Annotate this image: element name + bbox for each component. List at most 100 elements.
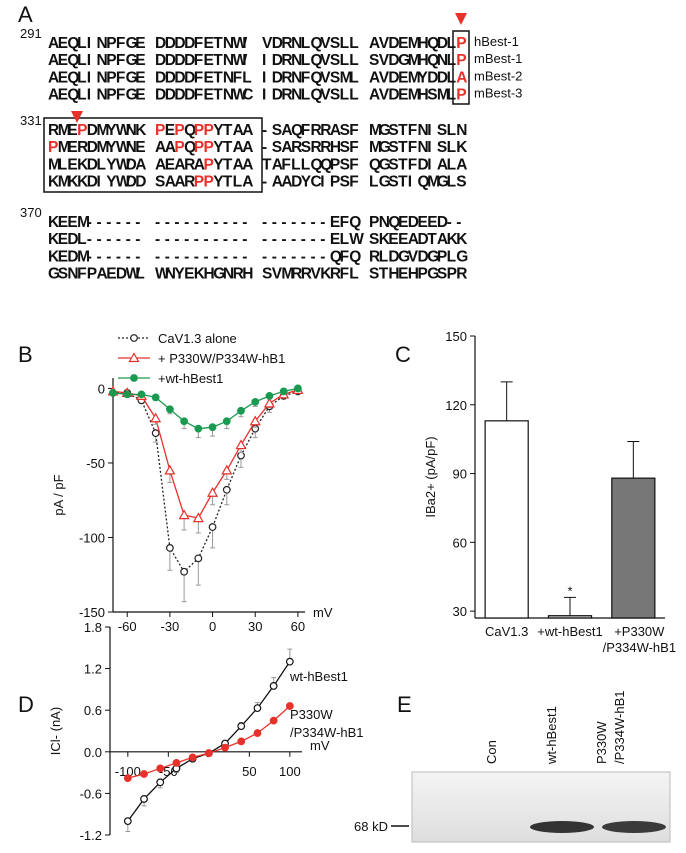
marker xyxy=(237,722,246,731)
marker xyxy=(269,682,278,690)
sequence: AEQLI NPFGE DDDDFETNWI VDRNLQVSLL AVDEMHQDLP xyxy=(48,35,467,52)
x-axis-label: mV xyxy=(310,738,330,753)
band xyxy=(602,821,666,833)
marker xyxy=(194,424,203,433)
marker xyxy=(222,485,231,494)
marker xyxy=(293,384,302,393)
error-bar xyxy=(564,596,576,616)
annotation: /P334W-hB1 xyxy=(290,725,363,740)
legend-label: CaV1.3 alone xyxy=(158,331,237,346)
legend-marker xyxy=(130,334,138,342)
sequence: AEQLI NPFGE DDDDFETNWC I DRNLQVSLL AVDEMHSMLP xyxy=(48,87,467,104)
legend-marker xyxy=(130,374,138,382)
legend-marker xyxy=(128,352,140,363)
panel-label: C xyxy=(395,342,411,367)
marker xyxy=(151,393,160,402)
marker xyxy=(178,509,190,520)
marker xyxy=(265,391,274,400)
arrow xyxy=(71,111,83,123)
sequence: AEQLI NPFGE DDDDFETNWI I DRNLQVSLL SVDGMHQNLP xyxy=(48,52,467,69)
marker xyxy=(285,702,294,710)
y-axis-label: IBa2+ (pA/pF) xyxy=(423,436,438,517)
marker xyxy=(151,429,160,438)
marker xyxy=(165,405,174,414)
y-axis-label: pA / pF xyxy=(51,474,66,515)
sequence: MLEKDLYWDA AEARAPYTAA TAFLLQQPSF QGSTFDI ALA xyxy=(48,156,468,173)
species-label: hBest-1 xyxy=(474,34,519,49)
species-label: mBest-1 xyxy=(474,51,522,66)
x-tick-label: 60 xyxy=(291,619,305,634)
sequence: PMERDMYWNE AAPQPPYTAA - SARSRRHSF MGSTFNI SLK xyxy=(48,139,468,156)
y-tick-label: 0.6 xyxy=(84,703,102,718)
y-axis-label: ICl- (nA) xyxy=(48,707,63,755)
error-bar xyxy=(627,440,640,479)
x-axis-label: mV xyxy=(313,605,333,620)
x-tick-label: -60 xyxy=(118,619,137,634)
error-bar xyxy=(500,381,513,421)
blot-marker: 68 kD xyxy=(354,819,388,834)
marker xyxy=(208,423,217,432)
marker xyxy=(150,412,162,423)
x-tick-label: -100 xyxy=(115,764,141,779)
residue-number: 331 xyxy=(20,113,42,128)
marker xyxy=(188,753,197,762)
marker xyxy=(180,417,189,426)
x-tick-label: -30 xyxy=(160,619,179,634)
x-tick-label: CaV1.3 xyxy=(485,624,528,639)
marker xyxy=(253,704,262,713)
y-tick-label: -0.6 xyxy=(80,786,102,801)
annotation: P330W xyxy=(290,707,333,722)
marker xyxy=(253,729,262,737)
marker xyxy=(137,390,146,399)
y-tick-label: 150 xyxy=(445,329,467,344)
y-tick-label: 30 xyxy=(453,604,467,619)
marker xyxy=(221,743,229,752)
marker xyxy=(251,397,260,406)
y-tick-label: -100 xyxy=(79,530,105,545)
marker xyxy=(123,390,132,399)
lane-label: wt-hBest1 xyxy=(544,706,559,765)
marker xyxy=(180,567,189,576)
y-tick-label: 60 xyxy=(453,535,467,550)
marker xyxy=(140,795,148,803)
y-tick-label: 1.2 xyxy=(84,662,102,677)
sequence: RMEPDMYWNK PEPQPPYTAA - SAQFRRASF MGSTFNI SLN xyxy=(48,122,468,139)
panel-label: D xyxy=(18,692,34,717)
marker xyxy=(285,657,294,666)
lane-label: Con xyxy=(484,740,499,764)
series-line xyxy=(127,705,291,779)
x-tick-label: +P330W/P334W-hB1 xyxy=(603,624,676,655)
y-tick-label: -50 xyxy=(86,456,105,471)
marker xyxy=(263,397,275,408)
marker xyxy=(222,417,231,426)
annotation: * xyxy=(567,583,572,598)
marker xyxy=(164,464,176,475)
marker xyxy=(237,737,246,746)
residue-number: 291 xyxy=(20,26,42,41)
panel-label: A xyxy=(18,2,33,27)
marker xyxy=(249,415,261,426)
bar xyxy=(547,615,593,619)
box xyxy=(452,30,470,105)
marker xyxy=(207,487,219,497)
marker xyxy=(237,451,245,460)
marker xyxy=(172,758,181,767)
x-tick-label: +wt-hBest1 xyxy=(537,624,602,639)
marker xyxy=(123,774,132,783)
bar xyxy=(611,477,656,619)
marker xyxy=(109,389,117,397)
legend-label: +wt-hBest1 xyxy=(158,371,223,386)
marker xyxy=(204,749,213,758)
error-bar xyxy=(195,558,201,586)
marker xyxy=(208,523,217,531)
marker xyxy=(156,778,165,787)
residue-number: 370 xyxy=(20,205,42,220)
box xyxy=(43,117,263,193)
marker xyxy=(235,439,247,450)
legend-label: + P330W/P334W-hB1 xyxy=(158,351,285,366)
annotation: wt-hBest1 xyxy=(289,669,348,684)
sequence: KEDM- - - - - - - - - - - - - - - - - - - - - - - QFQ RLDGVDGPLG xyxy=(48,248,468,265)
species-label: mBest-2 xyxy=(474,68,522,83)
marker xyxy=(140,770,148,778)
